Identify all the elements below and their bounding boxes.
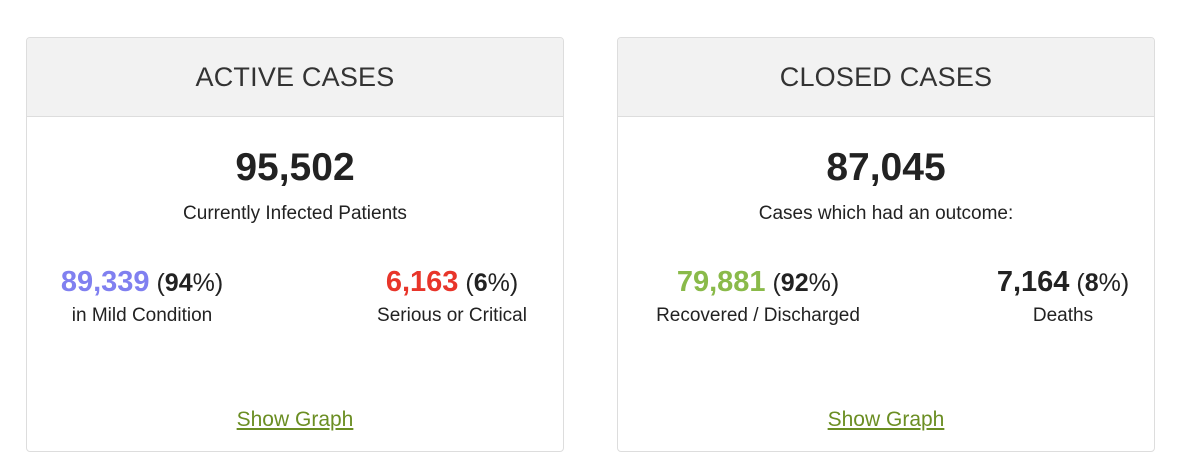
recovered-percent: (92%)	[772, 269, 840, 297]
deaths-value: 7,164 (8%)	[978, 266, 1148, 299]
mild-condition-block: 89,339 (94%) in Mild Condition	[52, 266, 232, 327]
deaths-label: Deaths	[1032, 305, 1094, 326]
active-show-graph-wrapper: Show Graph	[27, 408, 563, 432]
active-cases-total: 95,502	[235, 146, 355, 189]
recovered-label: Recovered / Discharged	[656, 305, 860, 326]
serious-critical-number: 6,163	[385, 266, 459, 298]
serious-critical-percent: (6%)	[465, 269, 519, 297]
closed-cases-header: CLOSED CASES	[618, 38, 1154, 117]
closed-show-graph-wrapper: Show Graph	[618, 408, 1154, 432]
closed-cases-title: CLOSED CASES	[779, 61, 993, 92]
recovered-number: 79,881	[676, 266, 766, 298]
deaths-block: 7,164 (8%) Deaths	[978, 266, 1148, 327]
recovered-block: 79,881 (92%) Recovered / Discharged	[638, 266, 878, 327]
serious-critical-block: 6,163 (6%) Serious or Critical	[362, 266, 542, 327]
mild-condition-value: 89,339 (94%)	[52, 266, 232, 299]
active-cases-panel: ACTIVE CASES 95,502 Currently Infected P…	[26, 37, 564, 452]
closed-cases-panel: CLOSED CASES 87,045 Cases which had an o…	[617, 37, 1155, 452]
serious-critical-value: 6,163 (6%)	[362, 266, 542, 299]
mild-condition-percent: (94%)	[156, 269, 224, 297]
deaths-percent: (8%)	[1076, 269, 1130, 297]
serious-critical-label: Serious or Critical	[377, 305, 527, 326]
closed-cases-total: 87,045	[826, 146, 946, 189]
deaths-number: 7,164	[996, 266, 1070, 298]
active-show-graph-link[interactable]: Show Graph	[236, 408, 354, 431]
active-cases-header: ACTIVE CASES	[27, 38, 563, 117]
closed-show-graph-link[interactable]: Show Graph	[827, 408, 945, 431]
recovered-value: 79,881 (92%)	[638, 266, 878, 299]
mild-condition-label: in Mild Condition	[71, 305, 213, 326]
active-cases-title: ACTIVE CASES	[195, 61, 395, 92]
mild-condition-number: 89,339	[60, 266, 150, 298]
closed-cases-total-label: Cases which had an outcome:	[758, 203, 1014, 224]
active-cases-total-label: Currently Infected Patients	[183, 203, 407, 224]
